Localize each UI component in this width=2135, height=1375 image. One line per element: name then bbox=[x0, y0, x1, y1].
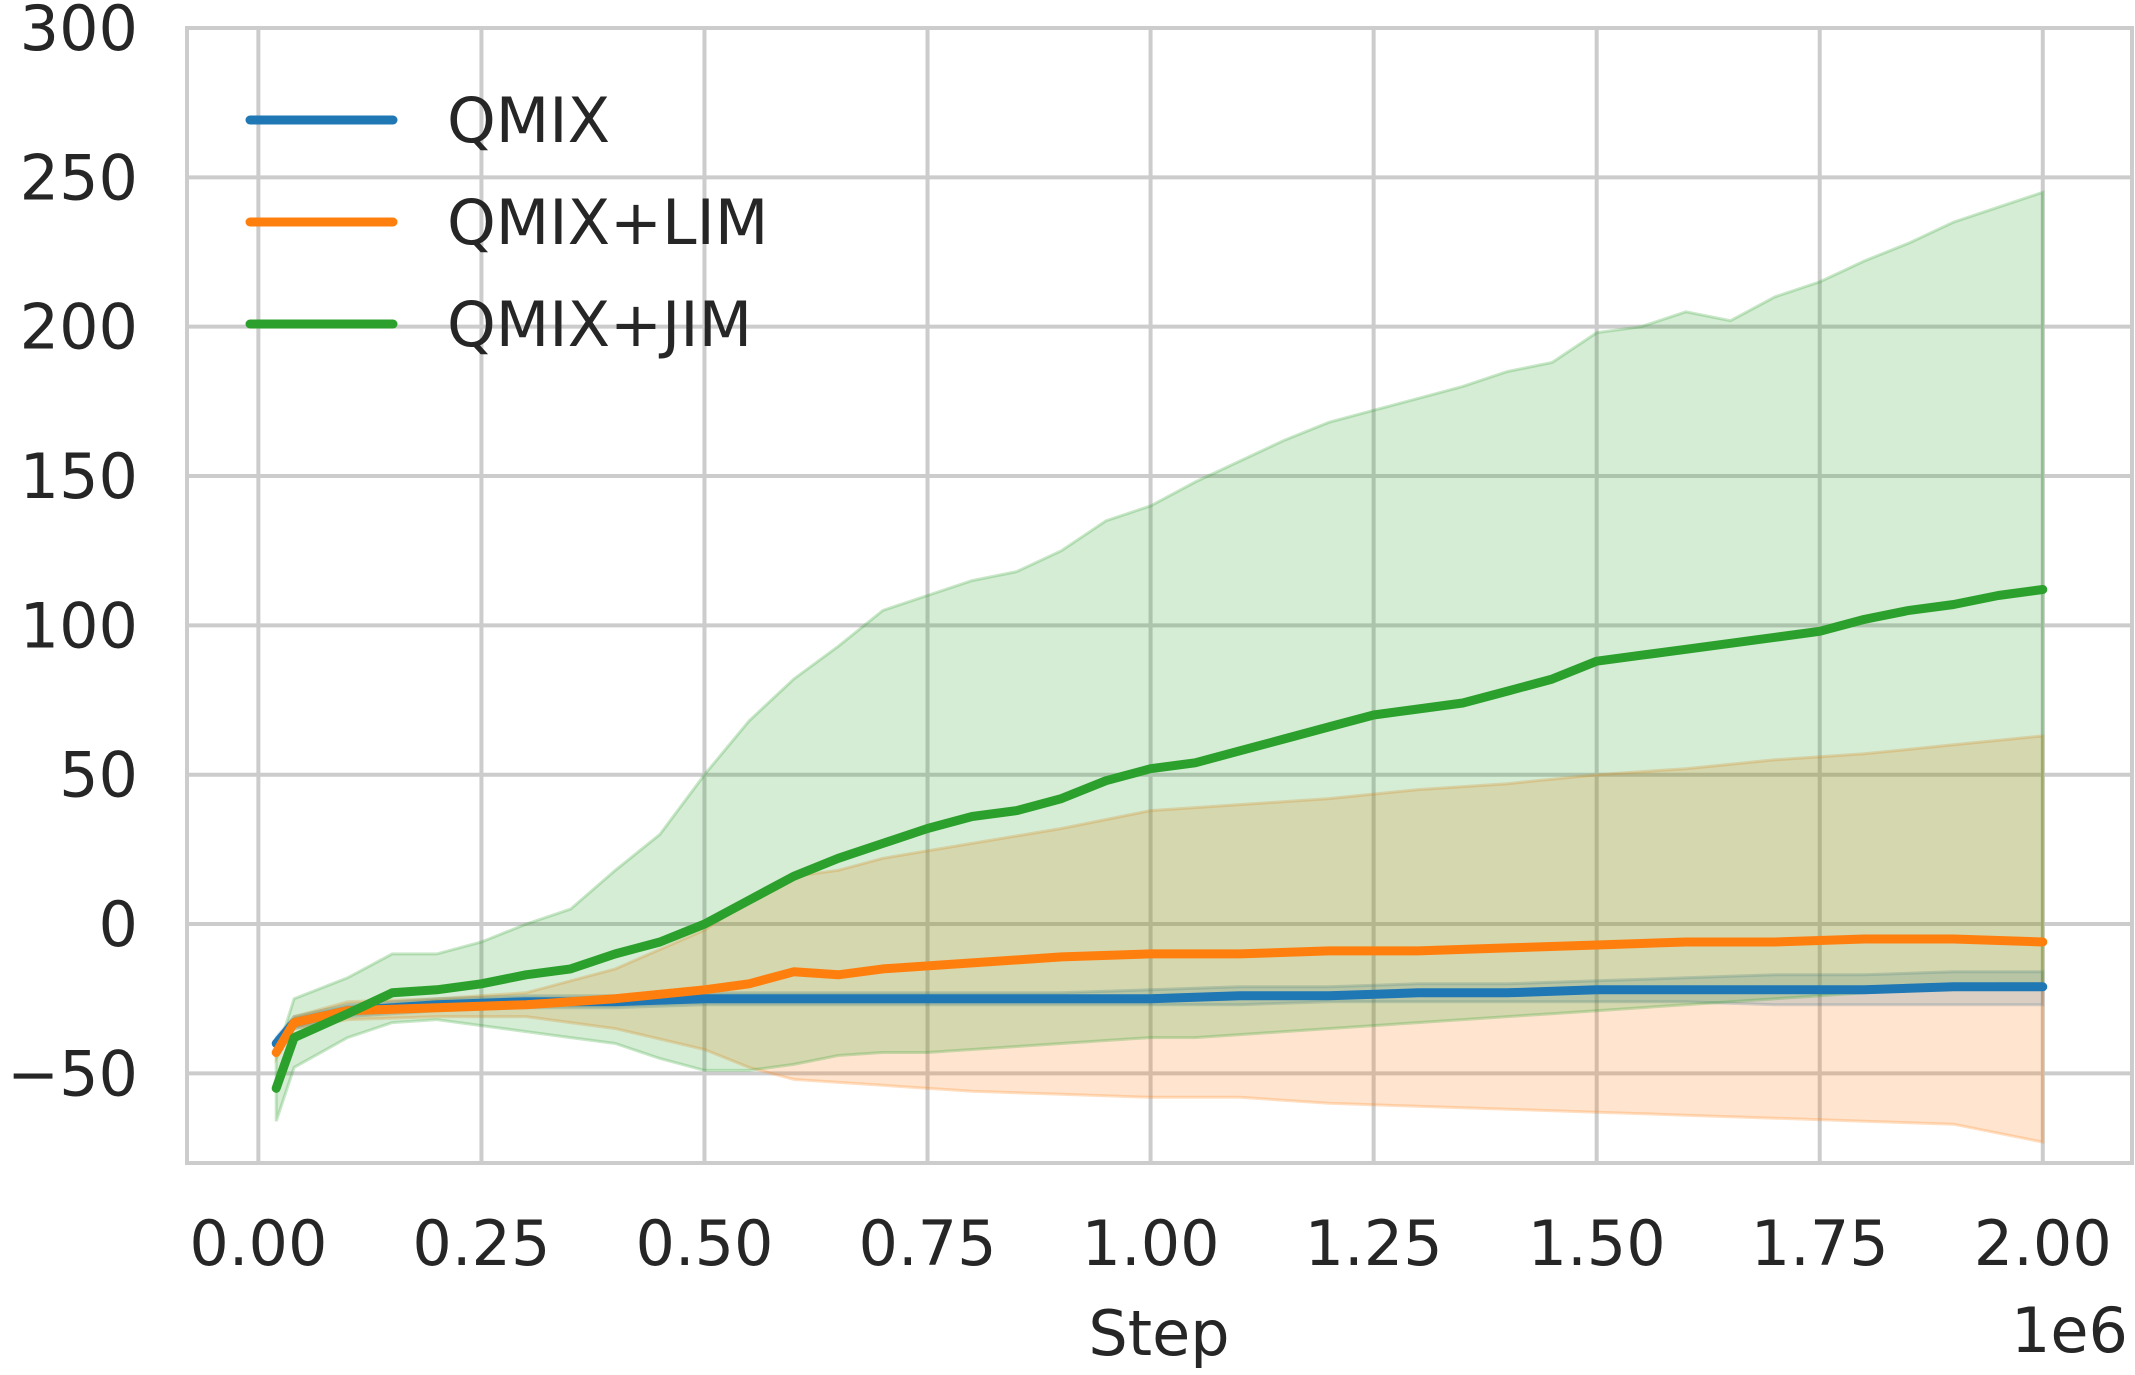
legend-label: QMIX+LIM bbox=[447, 186, 768, 259]
series-line-qmix-lim bbox=[271, 934, 2048, 1057]
x-tick-label: 0.50 bbox=[635, 1207, 773, 1280]
x-tick-label: 1.00 bbox=[1082, 1207, 1220, 1280]
x-tick-label: 0.00 bbox=[189, 1207, 327, 1280]
y-tick-label: 50 bbox=[59, 739, 138, 812]
x-tick-label: 1.25 bbox=[1305, 1207, 1443, 1280]
x-tick-label: 0.75 bbox=[859, 1207, 997, 1280]
x-axis-label: Step bbox=[1088, 1297, 1229, 1370]
series-line-qmix-jim bbox=[271, 585, 2048, 1093]
y-tick-label: 100 bbox=[20, 589, 138, 662]
y-tick-label: 150 bbox=[20, 440, 138, 513]
y-tick-label: 200 bbox=[20, 291, 138, 364]
x-tick-label: 1.50 bbox=[1528, 1207, 1666, 1280]
tick-labels: 0.00 0.25 0.50 0.75 1.00 1.25 1.50 1.75 2.00 −50 0… bbox=[7, 0, 2112, 1280]
grid bbox=[187, 26, 2132, 1163]
legend: QMIX QMIX+LIM QMIX+JIM bbox=[245, 84, 768, 361]
legend-label: QMIX+JIM bbox=[447, 288, 752, 361]
y-tick-label: 0 bbox=[99, 888, 138, 961]
x-scale-label: 1e6 bbox=[2011, 1294, 2128, 1367]
x-tick-label: 0.25 bbox=[412, 1207, 550, 1280]
legend-label: QMIX bbox=[447, 84, 610, 157]
x-tick-label: 2.00 bbox=[1974, 1207, 2112, 1280]
plot-border bbox=[185, 26, 2134, 1165]
plot-frame bbox=[185, 26, 2134, 1165]
y-tick-label: −50 bbox=[7, 1037, 138, 1110]
y-tick-label: 300 bbox=[20, 0, 138, 65]
x-tick-label: 1.75 bbox=[1751, 1207, 1889, 1280]
y-tick-label: 250 bbox=[20, 141, 138, 214]
series-lines bbox=[271, 585, 2048, 1093]
